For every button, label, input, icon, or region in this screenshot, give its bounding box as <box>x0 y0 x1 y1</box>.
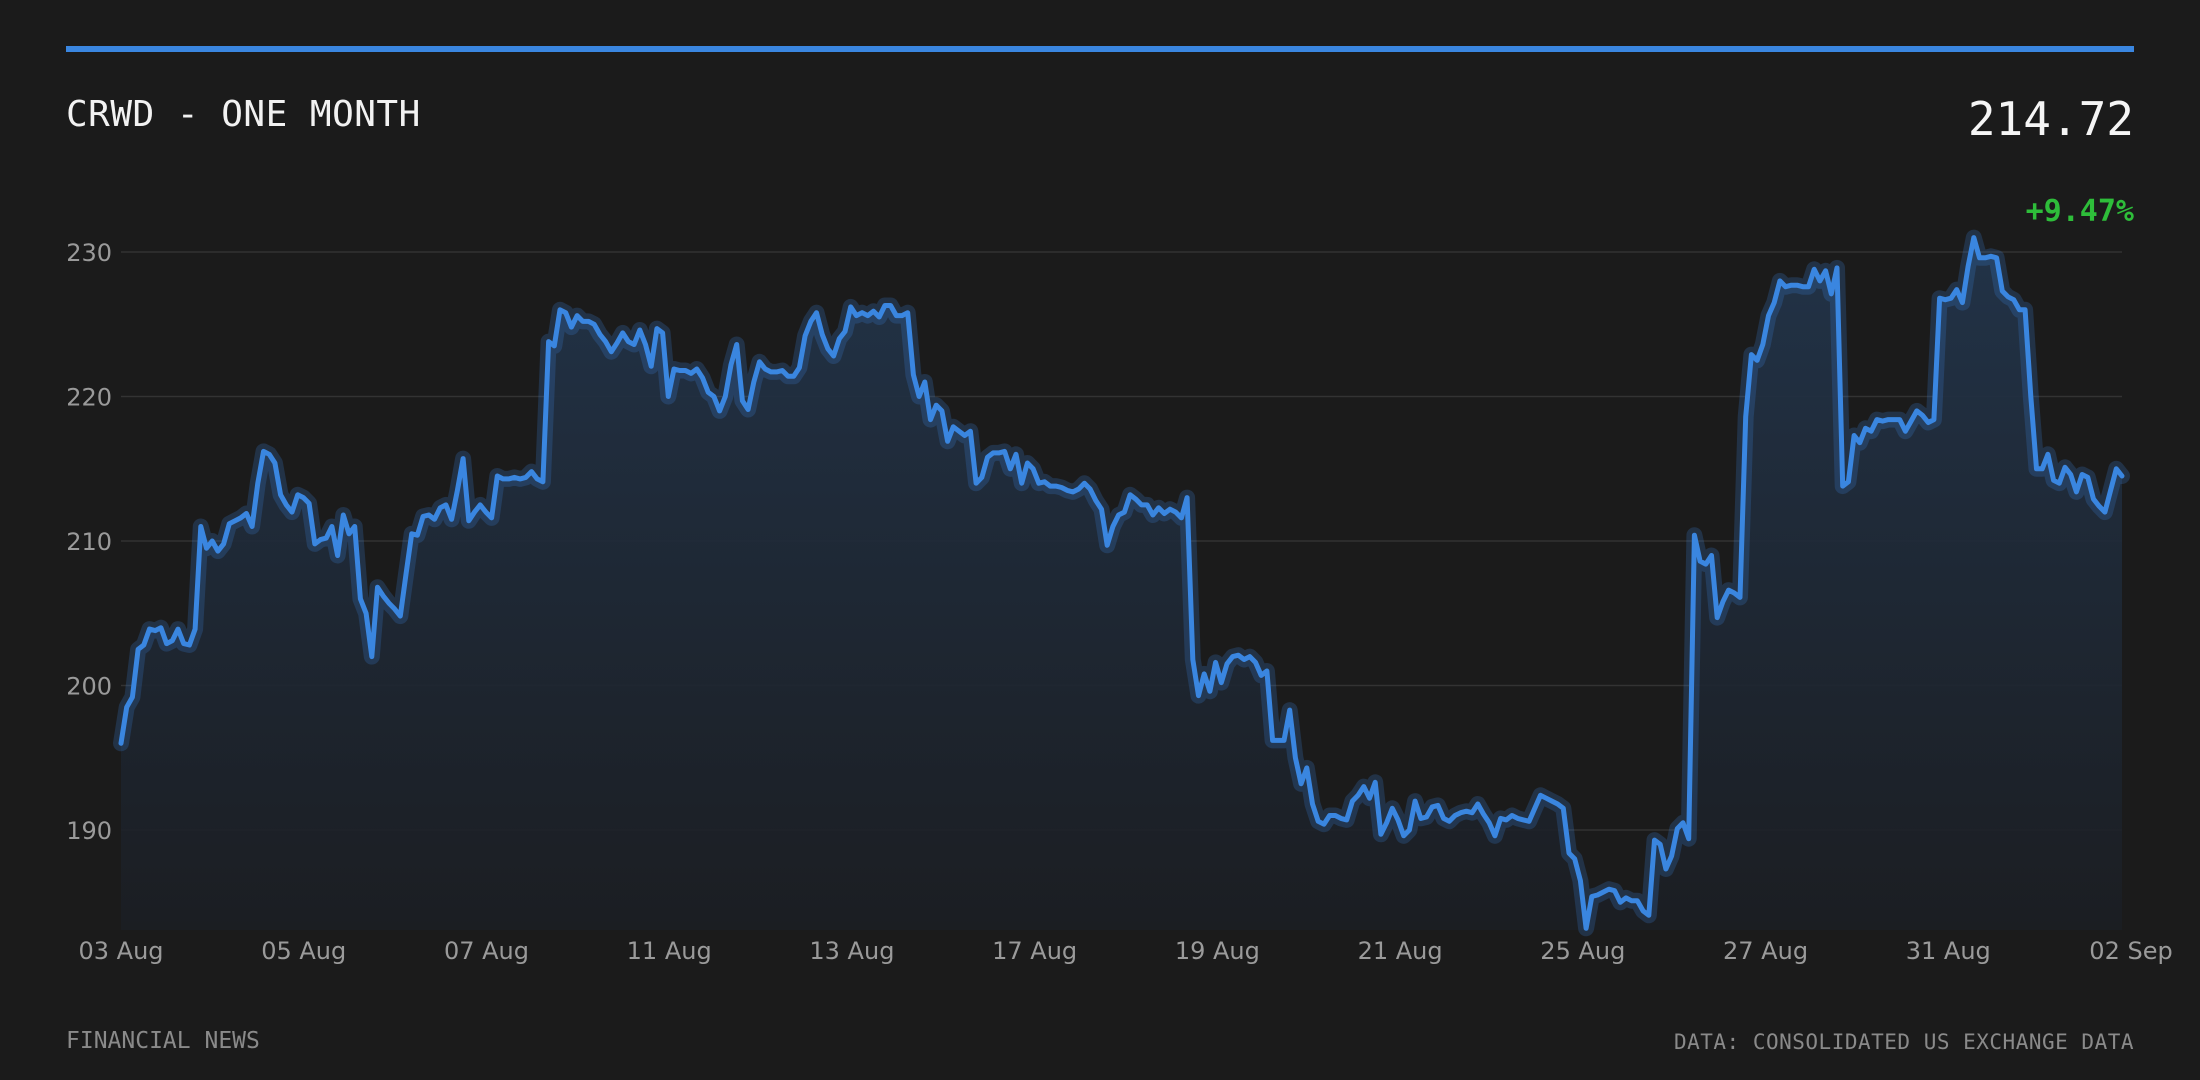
footer-source-right: DATA: CONSOLIDATED US EXCHANGE DATA <box>1673 1030 2134 1054</box>
price-area-fill <box>121 237 2122 931</box>
y-tick-label: 200 <box>66 673 112 701</box>
x-tick-label: 05 Aug <box>261 937 346 965</box>
price-change-percent: +9.47% <box>2025 194 2134 229</box>
y-tick-label: 190 <box>66 817 112 845</box>
x-tick-label: 13 Aug <box>809 937 894 965</box>
x-tick-label: 02 Sep <box>2089 937 2172 965</box>
price-chart: 190 200 210 220 230 03 Aug 05 Aug 07 Aug 11 Aug… <box>66 229 2173 965</box>
x-tick-label: 25 Aug <box>1540 937 1625 965</box>
x-tick-label: 03 Aug <box>78 937 163 965</box>
x-tick-label: 21 Aug <box>1358 937 1443 965</box>
x-tick-label: 07 Aug <box>444 937 529 965</box>
y-tick-label: 220 <box>66 384 112 412</box>
y-axis-ticks: 190 200 210 220 230 <box>66 239 112 845</box>
y-tick-label: 230 <box>66 239 112 267</box>
x-tick-label: 27 Aug <box>1723 937 1808 965</box>
x-tick-label: 11 Aug <box>627 937 712 965</box>
x-axis-ticks: 03 Aug 05 Aug 07 Aug 11 Aug 13 Aug 17 Aug 19 A… <box>78 937 2172 965</box>
x-tick-label: 17 Aug <box>992 937 1077 965</box>
x-tick-label: 19 Aug <box>1175 937 1260 965</box>
y-tick-label: 210 <box>66 528 112 556</box>
price-line <box>118 235 2125 931</box>
current-price: 214.72 <box>1967 92 2134 146</box>
top-accent-rule <box>66 46 2134 52</box>
page-title: CRWD - ONE MONTH <box>66 94 421 135</box>
footer-source-left: FINANCIAL NEWS <box>66 1028 260 1054</box>
x-tick-label: 31 Aug <box>1906 937 1991 965</box>
